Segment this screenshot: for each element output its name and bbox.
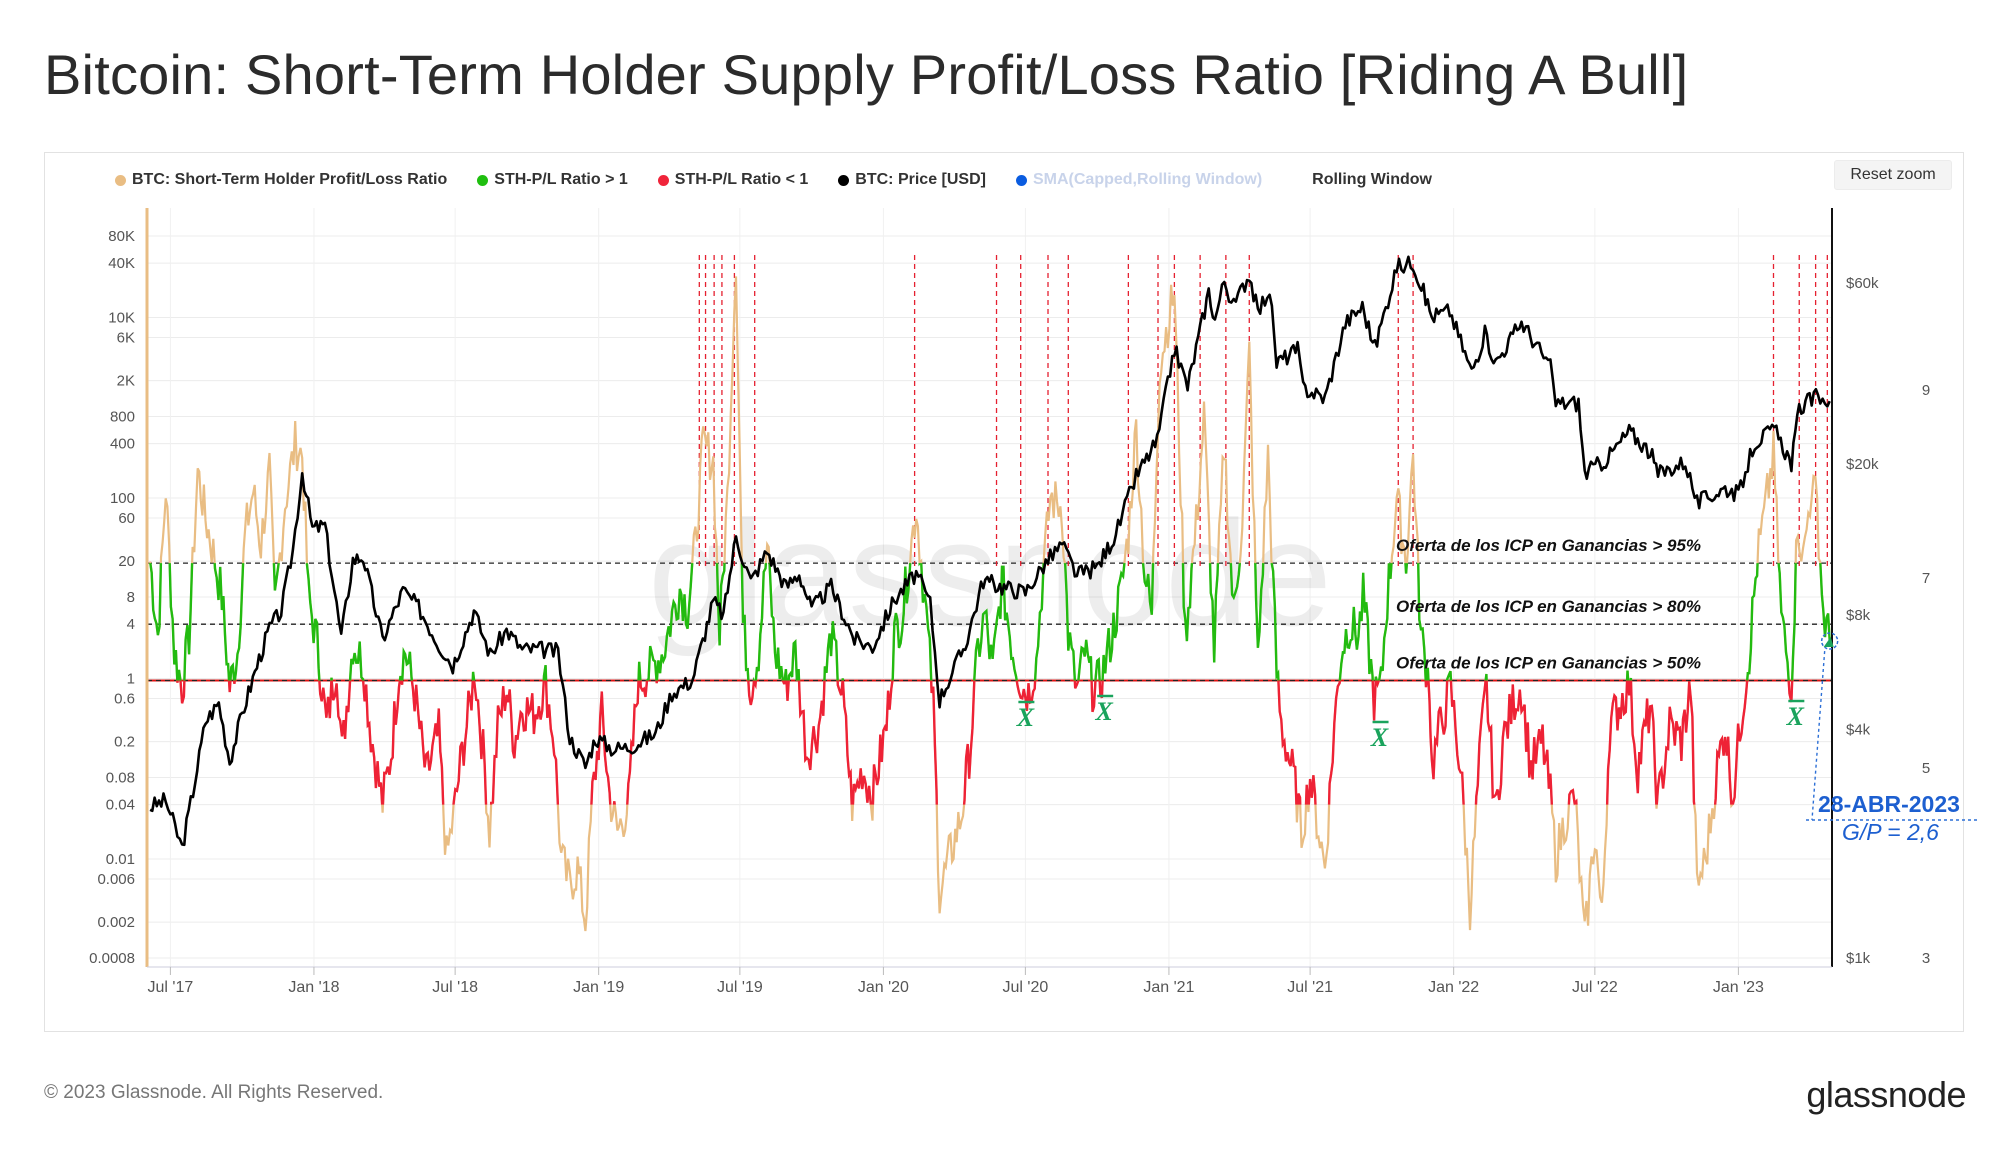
legend-label: Rolling Window	[1312, 171, 1432, 188]
legend-dot-icon	[838, 174, 850, 186]
x-tick-label: Jan '18	[288, 979, 339, 996]
y-price-tick-label: $60k	[1846, 275, 1879, 292]
y-left-tick-label: 0.2	[114, 734, 135, 751]
x-tick-label: Jul '18	[432, 979, 478, 996]
legend-label: BTC: Price [USD]	[855, 171, 986, 188]
price-series	[149, 255, 1831, 847]
y-left-tick-label: 6K	[117, 330, 135, 347]
legend-item[interactable]: STH-P/L Ratio > 1	[477, 171, 628, 189]
y-left-tick-label: 20	[118, 553, 135, 570]
axes: 80K 40K 10K 6K 2K 800 400 100 60 20 8 4 1 0.6 0.2 0.08 0…	[89, 208, 1930, 996]
legend-item[interactable]: STH-P/L Ratio < 1	[657, 171, 809, 189]
copyright-text: © 2023 Glassnode. All Rights Reserved.	[44, 1082, 384, 1103]
y-left-tick-label: 0.01	[106, 851, 135, 868]
y-left-tick-label: 8	[127, 589, 135, 606]
threshold-label: Oferta de los ICP en Ganancias > 80%	[1396, 597, 1701, 616]
legend: BTC: Short-Term Holder Profit/Loss Ratio…	[115, 168, 1432, 192]
y-left-tick-label: 10K	[108, 310, 135, 327]
legend-dot-icon	[1015, 174, 1027, 186]
y-price-tick-label: $20k	[1846, 456, 1879, 473]
legend-label: BTC: Short-Term Holder Profit/Loss Ratio	[132, 171, 448, 188]
legend-dot-icon	[477, 174, 489, 186]
reset-zoom-button[interactable]: Reset zoom	[1834, 160, 1952, 190]
legend-item[interactable]: Rolling Window	[1312, 171, 1432, 189]
x-tick-label: Jul '22	[1572, 979, 1618, 996]
x-tick-label: Jul '19	[717, 979, 763, 996]
y-left-tick-label: 0.006	[97, 871, 135, 888]
y-left-tick-label: 40K	[108, 255, 135, 272]
y-left-tick-label: 0.04	[106, 797, 135, 814]
y-left-tick-label: 0.6	[114, 691, 135, 708]
ratio-series	[149, 276, 1831, 932]
xbar-mark: X	[1095, 697, 1114, 726]
y-left-tick-label: 800	[110, 409, 135, 426]
y-window-tick-label: 5	[1922, 760, 1930, 777]
y-left-tick-label: 400	[110, 436, 135, 453]
legend-label: SMA(Capped,Rolling Window)	[1032, 171, 1263, 188]
chart-frame	[44, 152, 1964, 1032]
x-tick-label: Jul '17	[148, 979, 194, 996]
x-tick-label: Jan '21	[1143, 979, 1194, 996]
callout-date: 28-ABR-2023	[1818, 791, 1960, 817]
ratio-line-loss	[176, 680, 1794, 805]
watermark-layer: glassnode	[648, 489, 1332, 657]
x-tick-label: Jul '21	[1287, 979, 1333, 996]
y-price-tick-label: $8k	[1846, 607, 1871, 624]
y-window-tick-label: 3	[1922, 950, 1930, 967]
y-left-tick-label: 100	[110, 490, 135, 507]
x-tick-label: Jan '22	[1428, 979, 1479, 996]
legend-label: STH-P/L Ratio > 1	[494, 171, 628, 188]
legend-item[interactable]: SMA(Capped,Rolling Window)	[1015, 171, 1263, 189]
y-window-tick-label: 9	[1922, 382, 1930, 399]
price-line	[149, 255, 1831, 847]
callout-circle	[1820, 632, 1839, 650]
callout-leader	[1811, 651, 1826, 821]
legend-dot-icon	[657, 174, 669, 186]
legend-label: STH-P/L Ratio < 1	[674, 171, 809, 188]
y-price-tick-label: $4k	[1846, 721, 1871, 738]
y-left-tick-label: 2K	[117, 373, 135, 390]
y-left-tick-label: 60	[118, 510, 135, 527]
callout-arrow-icon	[1823, 637, 1834, 648]
chart-title: Bitcoin: Short-Term Holder Supply Profit…	[44, 43, 1689, 106]
legend-item[interactable]: BTC: Price [USD]	[838, 171, 986, 189]
y-left-tick-label: 80K	[108, 228, 135, 245]
x-tick-label: Jul '20	[1003, 979, 1049, 996]
xbar-mark: X	[1016, 703, 1035, 732]
x-tick-label: Jan '19	[573, 979, 624, 996]
y-left-tick-label: 1	[127, 671, 135, 688]
watermark-text: glassnode	[648, 489, 1332, 657]
callout-value: G/P = 2,6	[1842, 819, 1939, 845]
legend-dot-icon	[115, 174, 126, 186]
y-left-tick-label: 0.0008	[89, 950, 135, 967]
y-left-tick-label: 0.002	[97, 914, 135, 931]
annotations: Oferta de los ICP en Ganancias > 95% Ofer…	[1016, 536, 1980, 845]
legend-item[interactable]: BTC: Short-Term Holder Profit/Loss Ratio	[115, 171, 447, 189]
xbar-mark: X	[1786, 702, 1805, 731]
x-tick-label: Jan '20	[858, 979, 909, 996]
x-tick-label: Jan '23	[1713, 979, 1764, 996]
y-window-tick-label: 7	[1922, 570, 1930, 587]
glassnode-logo: glassnode	[1806, 1074, 1966, 1115]
threshold-label: Oferta de los ICP en Ganancias > 50%	[1396, 654, 1701, 673]
y-left-tick-label: 0.08	[106, 770, 135, 787]
ratio-line-profit	[149, 563, 1831, 681]
y-left-tick-label: 4	[127, 616, 135, 633]
xbar-mark: X	[1370, 723, 1389, 752]
y-price-tick-label: $1k	[1846, 950, 1871, 967]
threshold-label: Oferta de los ICP en Ganancias > 95%	[1396, 536, 1701, 555]
